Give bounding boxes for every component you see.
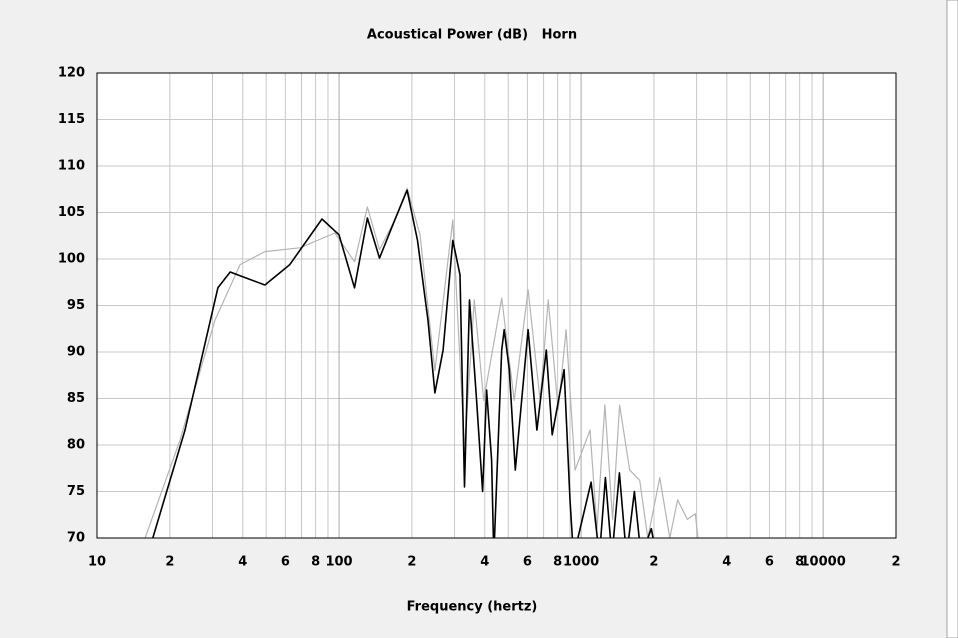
x-tick-label: 8 — [553, 555, 562, 570]
x-tick-label: 1000 — [563, 555, 599, 570]
y-tick-label: 75 — [67, 484, 85, 499]
side-panel — [946, 0, 958, 638]
x-tick-label: 6 — [523, 555, 532, 570]
y-tick-label: 115 — [58, 112, 85, 127]
y-tick-label: 120 — [58, 66, 85, 81]
y-tick-label: 105 — [58, 205, 85, 220]
y-tick-label: 70 — [67, 531, 85, 546]
y-tick-label: 85 — [67, 391, 85, 406]
x-tick-label: 2 — [407, 555, 416, 570]
chart-title: Acoustical Power (dB) Horn — [367, 28, 577, 43]
x-tick-label: 10000 — [801, 555, 846, 570]
y-tick-label: 110 — [58, 159, 85, 174]
x-tick-label: 8 — [311, 555, 320, 570]
x-tick-label: 6 — [281, 555, 290, 570]
x-tick-label: 6 — [765, 555, 774, 570]
y-tick-label: 80 — [67, 438, 85, 453]
x-tick-label: 2 — [649, 555, 658, 570]
x-tick-label: 4 — [238, 555, 247, 570]
y-tick-label: 100 — [58, 252, 85, 267]
x-axis-label: Frequency (hertz) — [407, 600, 538, 615]
x-tick-label: 4 — [480, 555, 489, 570]
x-tick-label: 8 — [795, 555, 804, 570]
x-tick-label: 10 — [88, 555, 106, 570]
y-tick-label: 95 — [67, 298, 85, 313]
x-tick-label: 4 — [722, 555, 731, 570]
series-line — [152, 189, 654, 538]
series-line — [144, 187, 699, 538]
x-tick-label: 2 — [165, 555, 174, 570]
x-tick-label: 100 — [325, 555, 352, 570]
y-tick-label: 90 — [67, 345, 85, 360]
x-tick-label: 2 — [891, 555, 900, 570]
plot-frame — [96, 72, 897, 539]
